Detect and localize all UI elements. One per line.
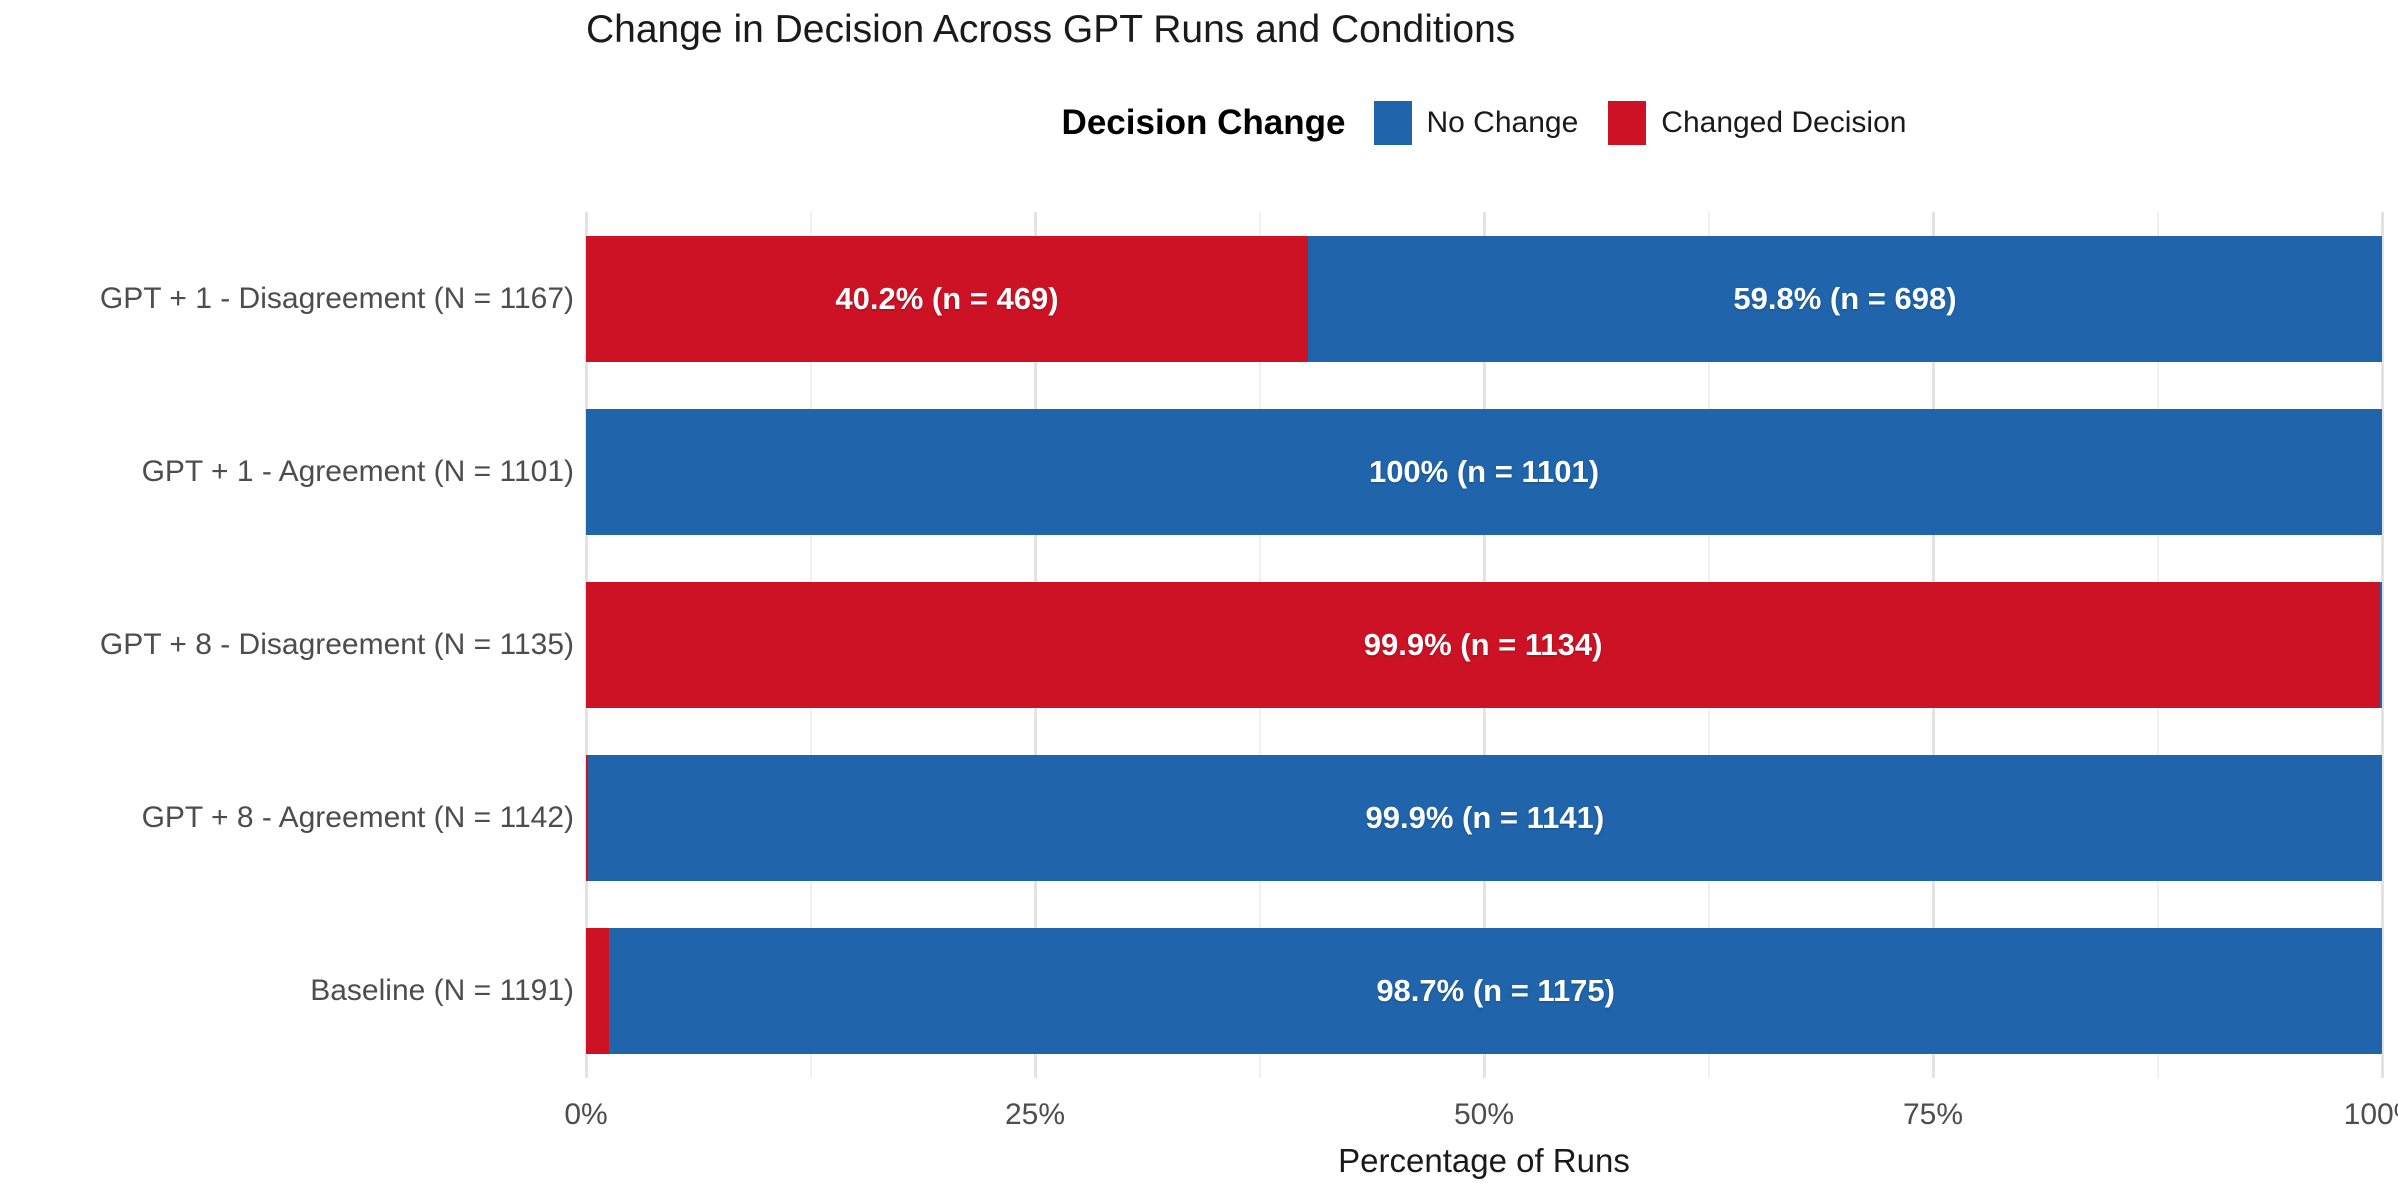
x-tick-label: 0% <box>564 1098 608 1131</box>
bar-segment-no-change: 59.8% (n = 698) <box>1307 235 2382 362</box>
legend: Decision Change No Change Changed Decisi… <box>586 96 2382 150</box>
legend-item-label: Changed Decision <box>1661 106 1907 139</box>
bar-segment-changed-decision: 99.9% (n = 1134) <box>586 582 2381 708</box>
bar-segment-label: 100% (n = 1101) <box>1368 453 1600 489</box>
chart-title: Change in Decision Across GPT Runs and C… <box>586 8 1516 51</box>
bar-segment-label: 99.9% (n = 1134) <box>1363 627 1603 662</box>
legend-item-no-change: No Change <box>1373 101 1579 145</box>
legend-item-changed-decision: Changed Decision <box>1608 101 1906 145</box>
bar-row: 40.2% (n = 469) 59.8% (n = 698) <box>586 235 2382 362</box>
x-tick-label: 75% <box>1902 1098 1964 1131</box>
bar-segment-label: 59.8% (n = 698) <box>1733 280 1957 316</box>
bar-row: 99.9% (n = 1141) <box>586 755 2382 882</box>
plot-panel: 40.2% (n = 469) 59.8% (n = 698) 100% (n = … <box>585 212 2384 1078</box>
bar-segment-changed-decision <box>586 755 588 882</box>
x-tick-label: 25% <box>1004 1098 1066 1131</box>
y-axis-label: GPT + 1 - Disagreement (N = 1167) <box>99 281 574 315</box>
y-axis-label: Baseline (N = 1191) <box>310 974 574 1008</box>
bar-segment-no-change: 98.7% (n = 1175) <box>609 928 2382 1055</box>
x-axis-ticks: 0% 25% 50% 75% 100% <box>564 1098 2398 1138</box>
bar-segment-no-change: 99.9% (n = 1141) <box>587 755 2382 882</box>
bar-segment-no-change <box>2380 582 2382 708</box>
bar-row: 98.7% (n = 1175) <box>586 928 2382 1055</box>
bar-segment-label: 98.7% (n = 1175) <box>1376 973 1615 1009</box>
x-tick-label: 50% <box>1453 1098 1515 1131</box>
y-axis-label: GPT + 8 - Agreement (N = 1142) <box>141 801 574 835</box>
x-axis-title: Percentage of Runs <box>1338 1142 1630 1179</box>
bar-row: 100% (n = 1101) <box>586 408 2382 535</box>
bar-segment-label: 99.9% (n = 1141) <box>1365 800 1605 836</box>
legend-item-label: No Change <box>1426 106 1579 139</box>
y-axis-labels: GPT + 1 - Disagreement (N = 1167) GPT + 1… <box>0 212 574 1078</box>
x-tick-label: 100% <box>2343 1098 2398 1131</box>
legend-title: Decision Change <box>1061 103 1346 142</box>
major-gridline <box>2381 212 2384 1078</box>
bar-segment-changed-decision <box>586 928 610 1055</box>
changed-decision-swatch-icon <box>1608 101 1647 145</box>
y-axis-label: GPT + 1 - Agreement (N = 1101) <box>141 454 574 488</box>
bar-segment-changed-decision: 40.2% (n = 469) <box>586 235 1308 362</box>
y-axis-label: GPT + 8 - Disagreement (N = 1135) <box>99 628 574 661</box>
bar-row: 99.9% (n = 1134) <box>586 582 2382 708</box>
bar-segment-label: 40.2% (n = 469) <box>835 280 1059 316</box>
no-change-swatch-icon <box>1373 101 1412 145</box>
bar-segment-no-change: 100% (n = 1101) <box>586 408 2382 535</box>
